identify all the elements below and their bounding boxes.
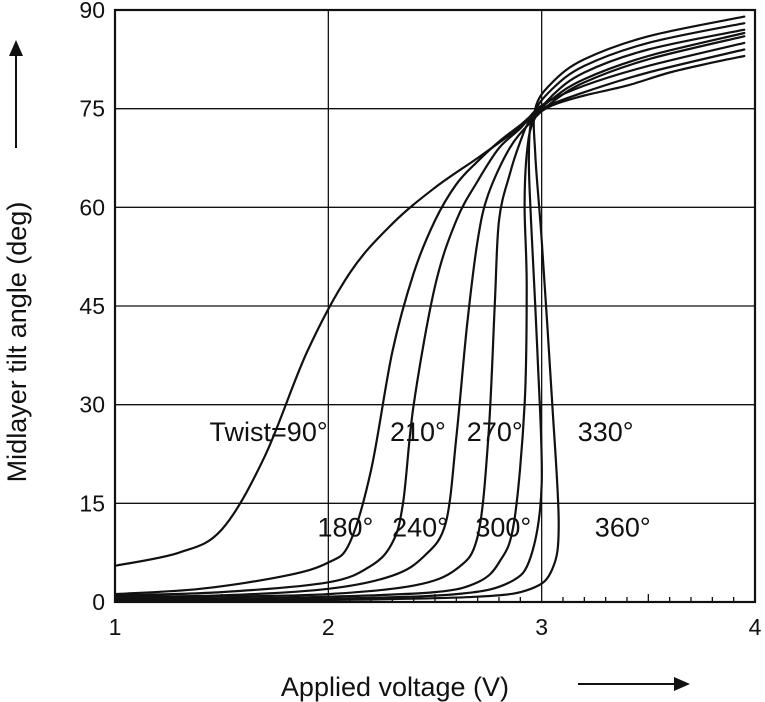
curve-label-1: 180° [317,512,373,542]
y-tick-label-1: 15 [79,490,105,516]
curve-6 [113,22,746,602]
y-axis-title: Midlayer tilt angle (deg) [2,202,32,483]
curve-label-5: 300° [475,512,531,542]
y-tick-label-3: 45 [79,293,105,319]
x-axis-title: Applied voltage (V) [281,672,509,702]
curve-label-2: 210° [390,417,446,447]
x-tick-label-0: 1 [109,614,122,640]
x-axis-arrow [578,677,690,691]
curve-label-3: 240° [392,512,448,542]
x-tick-label-2: 3 [535,614,548,640]
curves [113,15,746,603]
curve-3 [113,35,746,598]
x-tick-labels: 1 2 3 4 [109,614,762,640]
curve-label-4: 270° [467,417,523,447]
curve-0 [113,54,746,567]
curve-label-7: 360° [595,512,651,542]
y-tick-label-2: 30 [79,392,105,418]
curve-label-6: 330° [578,417,634,447]
x-tick-label-1: 2 [322,614,335,640]
curve-labels: Twist=90° 180° 210° 240° 270° 300° 330° 360° [210,417,651,542]
x-tick-label-3: 4 [749,614,762,640]
y-tick-label-0: 0 [92,589,105,615]
curve-1 [113,48,746,596]
curve-5 [113,28,746,602]
curve-label-0: Twist=90° [210,417,328,447]
y-tick-label-5: 75 [79,96,105,122]
curve-7 [113,15,746,603]
y-tick-label-4: 60 [79,194,105,220]
y-tick-labels: 0 15 30 45 60 75 90 [79,0,105,615]
curve-4 [113,31,746,600]
y-axis-arrow [9,40,23,148]
y-tick-label-6: 90 [79,0,105,23]
